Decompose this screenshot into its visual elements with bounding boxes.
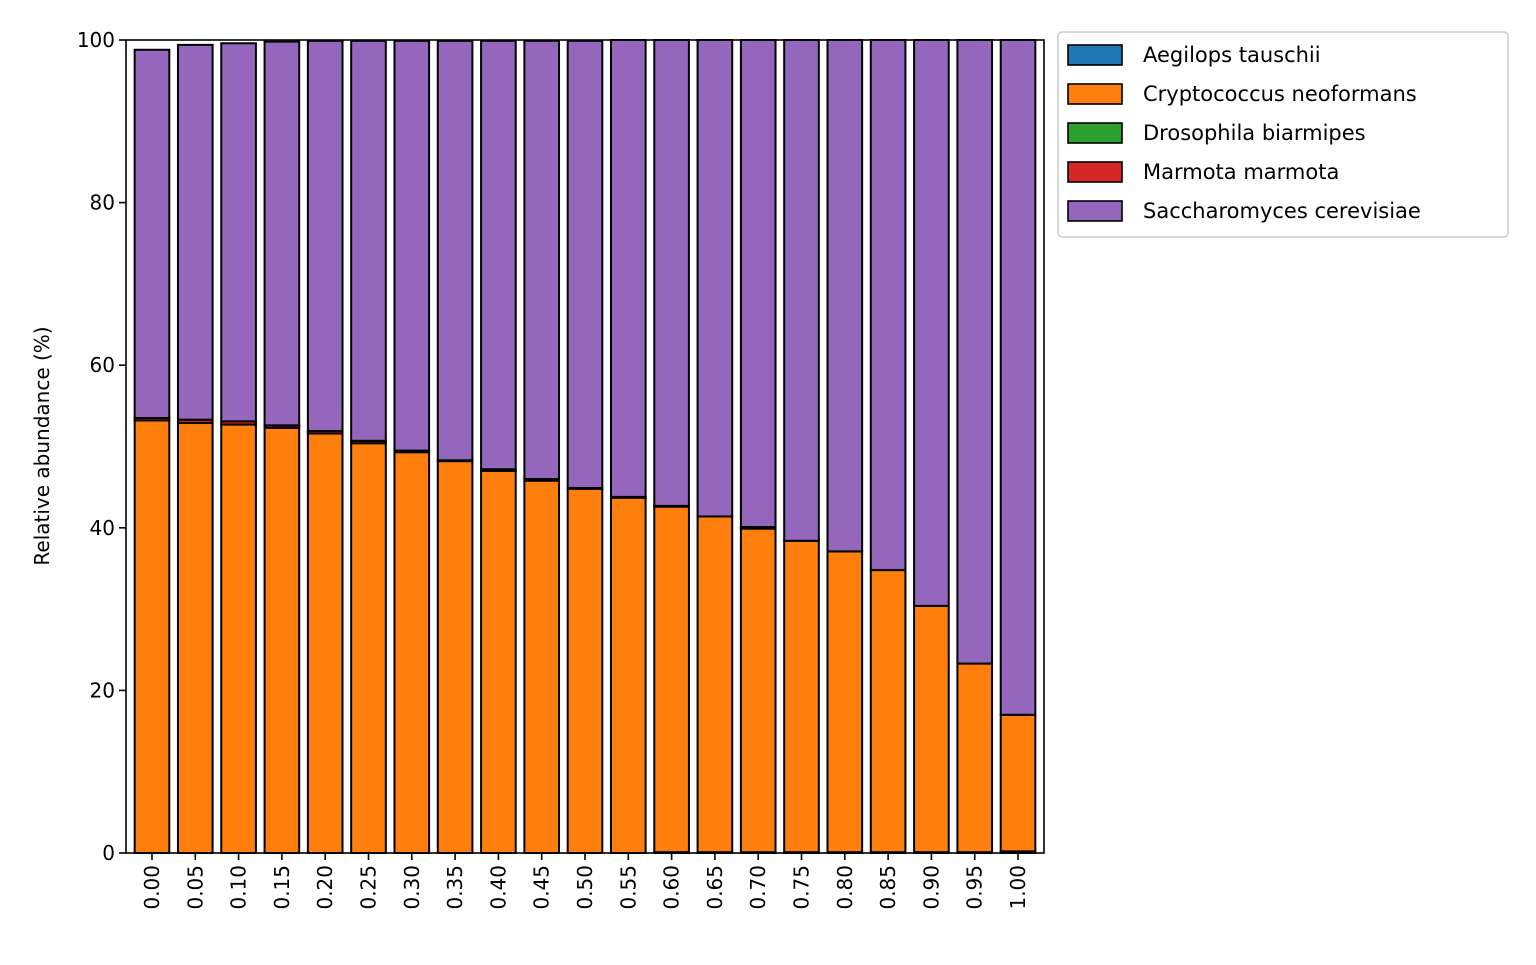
bar-segment-4-2: [220, 42, 257, 423]
x-tick-label-9: 0.45: [530, 865, 554, 910]
x-tick-label-15: 0.75: [790, 865, 814, 910]
y-tick-label-5: 100: [77, 28, 115, 52]
legend-swatch-1: [1067, 83, 1123, 105]
bar-segment-4-20: [999, 39, 1037, 716]
legend-label-2: Drosophila biarmipes: [1143, 121, 1366, 145]
y-tick-label-2: 40: [90, 516, 115, 540]
x-tick-label-4: 0.20: [313, 865, 337, 910]
bar-segment-1-20: [999, 713, 1037, 853]
bar-segment-4-0: [133, 48, 171, 420]
bar-segment-4-9: [523, 39, 561, 481]
x-tick-label-18: 0.90: [919, 865, 943, 910]
legend-frame: [1057, 31, 1509, 238]
legend-label-4: Saccharomyces cerevisiae: [1143, 199, 1421, 223]
x-tick-label-8: 0.40: [486, 865, 510, 910]
bar-segment-4-19: [956, 39, 994, 665]
axes-layer: 0 20 40 60 80 100 0.00 0.05 0.10 0.15 0.20 0.25 0.30…: [77, 28, 1045, 910]
bar-segment-1-3: [263, 426, 301, 854]
legend: Aegilops tauschii Cryptococcus neoformans…: [1057, 31, 1509, 238]
bar-segment-4-16: [826, 39, 864, 553]
bar-segment-4-13: [696, 39, 734, 518]
bar-segment-4-5: [350, 39, 387, 442]
x-tick-label-7: 0.35: [443, 865, 467, 910]
y-tick-label-1: 20: [90, 678, 115, 702]
legend-label-0: Aegilops tauschii: [1143, 43, 1321, 67]
bar-segment-1-16: [826, 550, 864, 854]
x-tick-label-1: 0.05: [183, 865, 207, 910]
bar-segment-4-12: [653, 39, 690, 507]
bar-segment-4-18: [913, 39, 950, 607]
bar-segment-1-0: [133, 419, 171, 854]
bar-segment-4-17: [869, 39, 907, 572]
bar-segment-1-12: [653, 505, 690, 854]
y-axis-label: Relative abundance (%): [30, 326, 54, 565]
bar-segment-4-1: [176, 43, 214, 421]
legend-swatch-0: [1067, 44, 1123, 66]
x-tick-label-16: 0.80: [833, 865, 857, 910]
x-tick-label-5: 0.25: [356, 865, 380, 910]
x-tick-label-6: 0.30: [400, 865, 424, 910]
x-tick-label-13: 0.65: [703, 865, 727, 910]
bar-segment-1-14: [739, 527, 777, 854]
x-tick-label-3: 0.15: [270, 865, 294, 910]
legend-swatch-2: [1067, 122, 1123, 144]
x-tick-label-10: 0.50: [573, 865, 597, 910]
bar-segment-1-11: [609, 496, 647, 854]
x-tick-label-2: 0.10: [227, 865, 251, 910]
bar-segment-1-8: [480, 469, 517, 854]
y-tick-label-0: 0: [102, 841, 115, 865]
x-tick-label-17: 0.85: [876, 865, 900, 910]
bar-segment-1-19: [956, 662, 994, 854]
bar-segment-1-4: [306, 432, 344, 854]
bar-segment-4-3: [263, 40, 301, 427]
bar-segment-4-10: [566, 39, 604, 489]
bar-segment-4-6: [393, 39, 431, 452]
bar-segment-1-6: [393, 451, 431, 854]
y-tick-label-4: 80: [90, 191, 115, 215]
legend-swatch-4: [1067, 200, 1123, 222]
x-tick-label-12: 0.60: [660, 865, 684, 910]
bar-segment-1-10: [566, 487, 604, 854]
bar-segment-1-15: [783, 539, 820, 854]
bar-segment-1-1: [176, 421, 214, 854]
legend-label-3: Marmota marmota: [1143, 160, 1339, 184]
x-tick-label-19: 0.95: [963, 865, 987, 910]
bar-segment-4-7: [436, 39, 474, 462]
bar-segment-1-2: [220, 423, 257, 854]
x-tick-label-20: 1.00: [1006, 865, 1030, 910]
bar-segment-1-13: [696, 515, 734, 854]
bar-segment-1-18: [913, 604, 950, 854]
legend-swatch-3: [1067, 161, 1123, 183]
bar-segment-1-7: [436, 460, 474, 854]
x-tick-label-11: 0.55: [616, 865, 640, 910]
bar-segment-4-4: [306, 39, 344, 433]
bar-segment-4-15: [783, 39, 820, 542]
legend-label-1: Cryptococcus neoformans: [1143, 82, 1417, 106]
bar-segment-4-11: [609, 39, 647, 498]
bar-segment-1-17: [869, 569, 907, 854]
y-tick-label-3: 60: [90, 353, 115, 377]
bar-segment-1-9: [523, 479, 561, 854]
x-tick-label-0: 0.00: [140, 865, 164, 910]
bars-layer: [133, 39, 1037, 855]
bar-segment-4-8: [480, 39, 517, 471]
bar-segment-4-14: [739, 39, 777, 528]
x-tick-label-14: 0.70: [746, 865, 770, 910]
bar-segment-1-5: [350, 442, 387, 854]
